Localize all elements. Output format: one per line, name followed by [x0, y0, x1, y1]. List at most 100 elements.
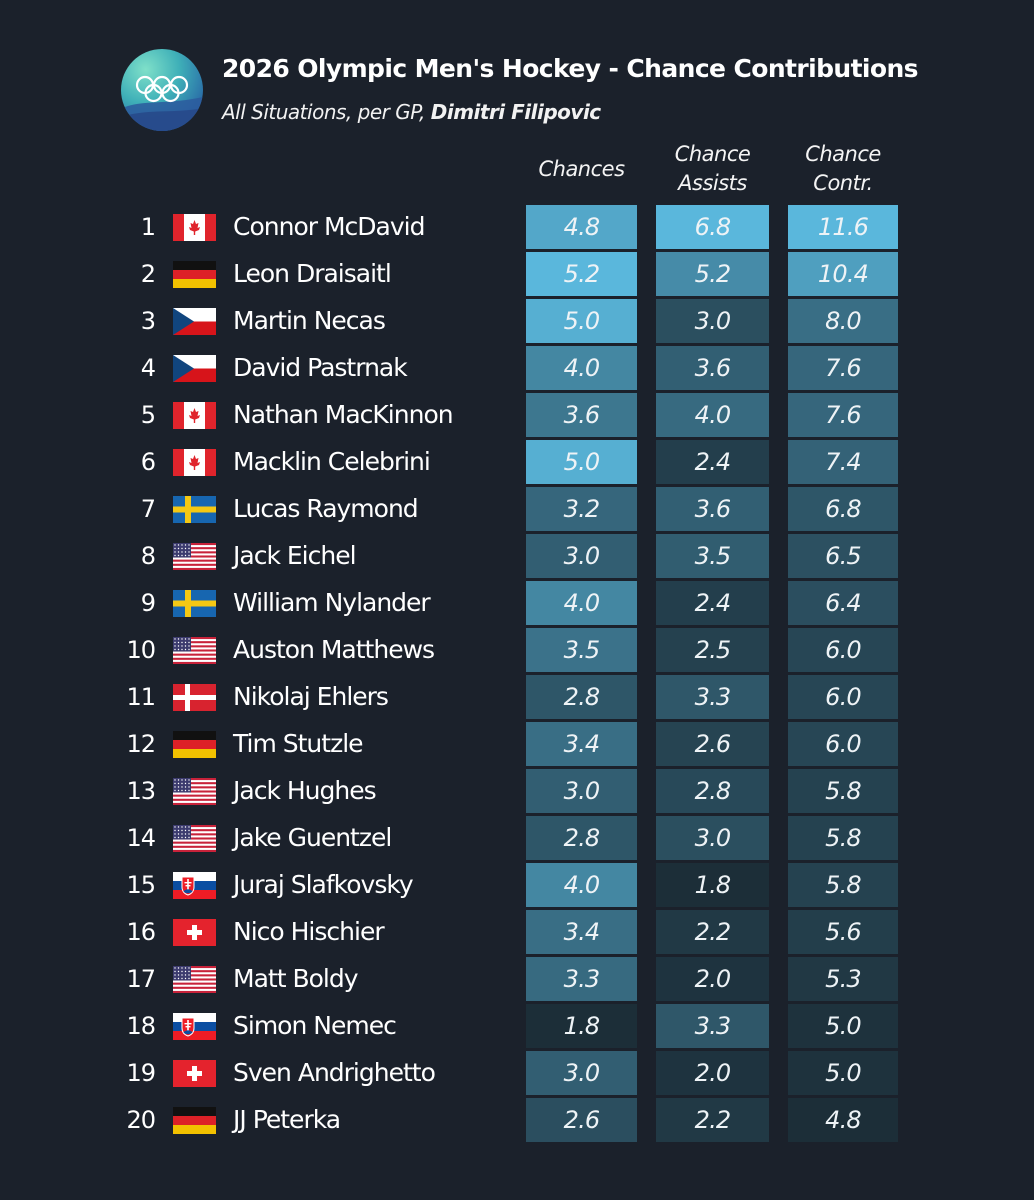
cell-chances: 4.0: [526, 346, 637, 390]
column-header-contr: Chance Contr.: [773, 140, 913, 198]
rank-label: 19: [126, 1059, 156, 1087]
player-name: William Nylander: [233, 588, 431, 617]
column-header-chances: Chances: [512, 155, 652, 184]
table-row: 10 Auston Matthews 3.5 2.5 6.0: [0, 628, 1034, 672]
cell-contr: 5.8: [788, 816, 898, 860]
cell-assists: 5.2: [656, 252, 769, 296]
cell-assists: 2.6: [656, 722, 769, 766]
cell-contr: 6.8: [788, 487, 898, 531]
cell-assists: 2.4: [656, 581, 769, 625]
rank-label: 10: [126, 636, 156, 664]
cell-contr: 6.4: [788, 581, 898, 625]
player-name: Macklin Celebrini: [233, 447, 431, 476]
table-row: 3 Martin Necas 5.0 3.0 8.0: [0, 299, 1034, 343]
olympic-rings-logo: [121, 49, 203, 131]
table-row: 16 Nico Hischier 3.4 2.2 5.6: [0, 910, 1034, 954]
rank-label: 8: [140, 542, 156, 570]
table-row: 13 Jack Hughes 3.0 2.8 5.8: [0, 769, 1034, 813]
cell-chances: 3.4: [526, 910, 637, 954]
flag-swe-icon: [173, 496, 216, 523]
rank-label: 17: [126, 965, 156, 993]
cell-assists: 1.8: [656, 863, 769, 907]
table-row: 8 Jack Eichel 3.0 3.5 6.5: [0, 534, 1034, 578]
table-row: 15 Juraj Slafkovsky 4.0 1.8 5.8: [0, 863, 1034, 907]
flag-usa-icon: [173, 543, 216, 570]
cell-assists: 2.4: [656, 440, 769, 484]
rank-label: 9: [140, 589, 156, 617]
flag-usa-icon: [173, 825, 216, 852]
table-row: 7 Lucas Raymond 3.2 3.6 6.8: [0, 487, 1034, 531]
rank-label: 14: [126, 824, 156, 852]
chart-title: 2026 Olympic Men's Hockey - Chance Contr…: [222, 54, 919, 83]
cell-chances: 2.6: [526, 1098, 637, 1142]
table-row: 18 Simon Nemec 1.8 3.3 5.0: [0, 1004, 1034, 1048]
player-name: Nathan MacKinnon: [233, 400, 454, 429]
cell-chances: 5.0: [526, 440, 637, 484]
table-row: 19 Sven Andrighetto 3.0 2.0 5.0: [0, 1051, 1034, 1095]
cell-contr: 6.0: [788, 628, 898, 672]
table-row: 11 Nikolaj Ehlers 2.8 3.3 6.0: [0, 675, 1034, 719]
cell-contr: 5.8: [788, 863, 898, 907]
cell-contr: 5.0: [788, 1051, 898, 1095]
flag-can-icon: [173, 402, 216, 429]
flag-can-icon: [173, 449, 216, 476]
cell-contr: 7.6: [788, 393, 898, 437]
cell-chances: 3.6: [526, 393, 637, 437]
column-header-line: Assists: [678, 171, 747, 195]
cell-contr: 7.6: [788, 346, 898, 390]
cell-contr: 7.4: [788, 440, 898, 484]
player-name: Leon Draisaitl: [233, 259, 392, 288]
cell-contr: 8.0: [788, 299, 898, 343]
column-header-line: Chance: [805, 142, 881, 166]
flag-ger-icon: [173, 731, 216, 758]
player-name: Matt Boldy: [233, 964, 358, 993]
rank-label: 20: [126, 1106, 156, 1134]
flag-ger-icon: [173, 261, 216, 288]
table-row: 2 Leon Draisaitl 5.2 5.2 10.4: [0, 252, 1034, 296]
player-name: Jack Eichel: [233, 541, 357, 570]
rank-label: 15: [126, 871, 156, 899]
cell-assists: 3.5: [656, 534, 769, 578]
cell-chances: 2.8: [526, 816, 637, 860]
flag-sui-icon: [173, 1060, 216, 1087]
rank-label: 16: [126, 918, 156, 946]
player-name: Tim Stutzle: [233, 729, 364, 758]
cell-chances: 4.0: [526, 863, 637, 907]
column-header-line: Contr.: [813, 171, 873, 195]
table-row: 5 Nathan MacKinnon 3.6 4.0 7.6: [0, 393, 1034, 437]
column-header-line: Chance: [674, 142, 751, 166]
table-row: 6 Macklin Celebrini 5.0 2.4 7.4: [0, 440, 1034, 484]
flag-den-icon: [173, 684, 216, 711]
cell-assists: 3.3: [656, 1004, 769, 1048]
cell-assists: 3.3: [656, 675, 769, 719]
player-name: Nikolaj Ehlers: [233, 682, 389, 711]
cell-contr: 4.8: [788, 1098, 898, 1142]
subtitle-author: Dimitri Filipovic: [430, 100, 601, 124]
flag-usa-icon: [173, 637, 216, 664]
cell-assists: 2.2: [656, 910, 769, 954]
rank-label: 1: [140, 213, 156, 241]
player-name: Jack Hughes: [233, 776, 377, 805]
player-name: Jake Guentzel: [233, 823, 392, 852]
table-row: 14 Jake Guentzel 2.8 3.0 5.8: [0, 816, 1034, 860]
rank-label: 3: [140, 307, 156, 335]
cell-contr: 6.0: [788, 675, 898, 719]
cell-assists: 2.5: [656, 628, 769, 672]
cell-chances: 3.0: [526, 1051, 637, 1095]
flag-sui-icon: [173, 919, 216, 946]
cell-assists: 2.8: [656, 769, 769, 813]
rank-label: 12: [126, 730, 156, 758]
table-row: 12 Tim Stutzle 3.4 2.6 6.0: [0, 722, 1034, 766]
cell-chances: 3.4: [526, 722, 637, 766]
rank-label: 11: [126, 683, 156, 711]
cell-contr: 11.6: [788, 205, 898, 249]
rank-label: 2: [140, 260, 156, 288]
cell-chances: 3.2: [526, 487, 637, 531]
chart-subtitle: All Situations, per GP, Dimitri Filipovi…: [222, 100, 601, 124]
subtitle-text: All Situations, per GP,: [222, 100, 431, 124]
cell-contr: 6.5: [788, 534, 898, 578]
cell-assists: 3.0: [656, 299, 769, 343]
flag-can-icon: [173, 214, 216, 241]
cell-contr: 10.4: [788, 252, 898, 296]
flag-ger-icon: [173, 1107, 216, 1134]
